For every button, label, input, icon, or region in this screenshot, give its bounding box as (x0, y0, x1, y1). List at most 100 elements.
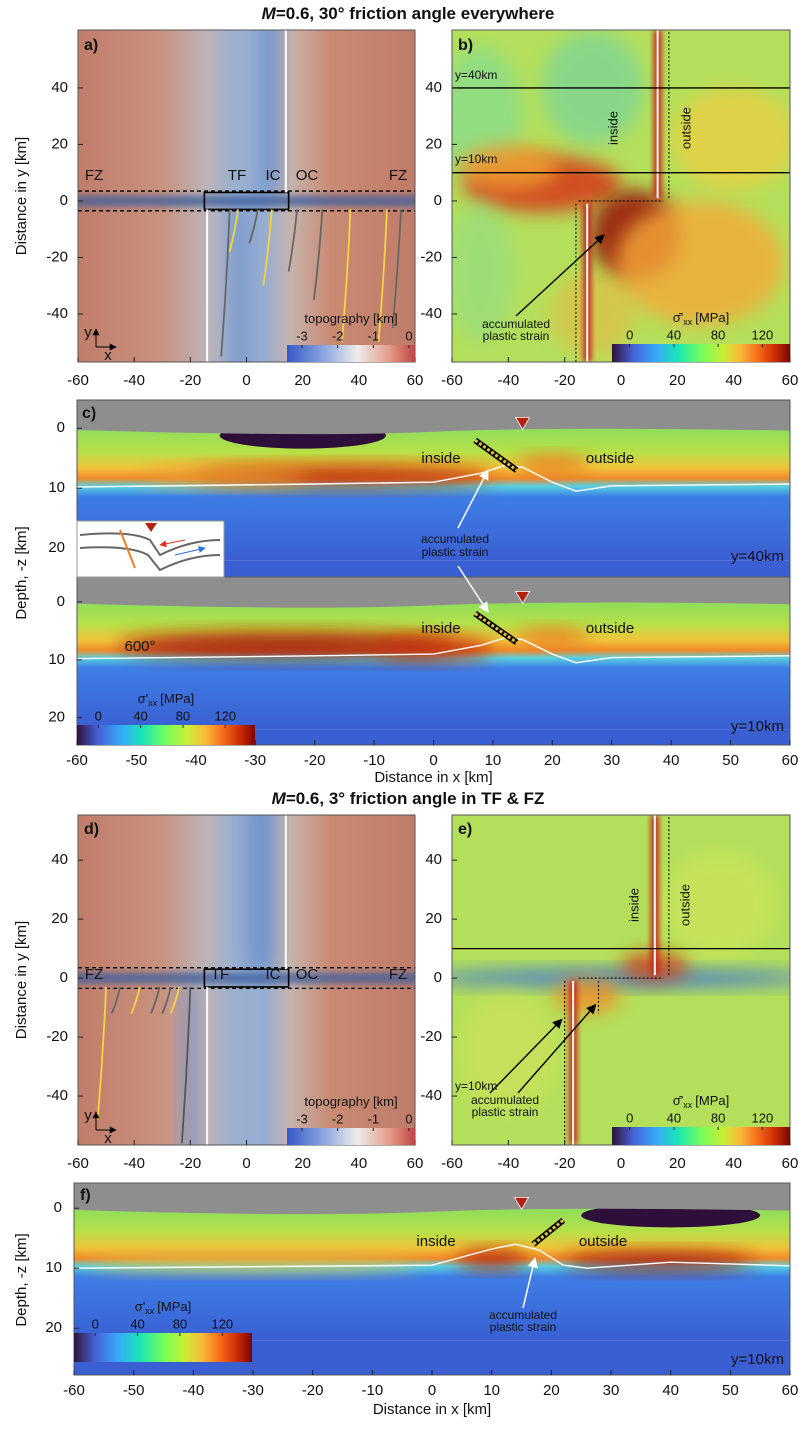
x-tick-label: -10 (361, 1382, 383, 1399)
isotherm (74, 1243, 790, 1269)
y-tick-label: 20 (425, 910, 442, 927)
x-tick-label: -60 (441, 1155, 463, 1172)
colorbar-label: topography [km] (304, 1094, 397, 1109)
y-axis-label: Depth, -z [km] (13, 1233, 30, 1326)
inset-fault (119, 529, 136, 569)
colorbar-tick-label: 40 (130, 1316, 144, 1331)
x-tick-label: -40 (123, 1155, 145, 1172)
stress-field (77, 601, 790, 730)
seafloor-gap (77, 400, 790, 435)
y-tick-label: 40 (51, 79, 68, 96)
colorbar (612, 1127, 790, 1145)
fault-trace (341, 209, 352, 343)
x-tick-label: -40 (182, 1382, 204, 1399)
trough (229, 209, 250, 362)
colorbar-label: σ̄'xx [MPa] (673, 310, 729, 327)
y-tick-label: -20 (420, 248, 442, 265)
colorbar-tick-label: 0 (92, 1316, 99, 1331)
x-axis-label: Distance in x [km] (373, 1401, 491, 1418)
annotation: plastic strain (483, 329, 550, 343)
y-tick-label: -40 (46, 1087, 68, 1104)
annotation: inside (421, 450, 460, 467)
stress-blob (550, 271, 636, 357)
y-tick-label: 20 (51, 135, 68, 152)
annotation: inside (416, 1233, 455, 1250)
y-tick-label: -40 (46, 305, 68, 322)
y-axis-label: Depth, -z [km] (13, 526, 30, 619)
x-tick-label: -50 (123, 1382, 145, 1399)
x-tick-label: 20 (669, 1155, 686, 1172)
colorbar-tick-label: 0 (626, 327, 633, 342)
x-tick-label: 0 (242, 372, 250, 389)
fault-trace (150, 986, 161, 1014)
x-tick-label: 30 (603, 752, 620, 769)
x-tick-label: 10 (483, 1382, 500, 1399)
axis-glyph: x (104, 1130, 112, 1147)
x-tick-label: -40 (497, 372, 519, 389)
x-tick-label: -40 (123, 372, 145, 389)
annotation: inside (421, 620, 460, 637)
colorbar-label: σ'xx [MPa] (138, 691, 194, 708)
annotation: 600° (124, 638, 155, 655)
fault-trace (313, 209, 324, 300)
heatmap (78, 815, 415, 1145)
colorbar-label-text: σ' (138, 691, 149, 706)
annotation: plastic strain (490, 1320, 557, 1334)
colorbar-tick-label: 0 (405, 328, 412, 343)
fault-trace (391, 209, 402, 329)
colorbar-tick-label: 40 (133, 708, 147, 723)
x-tick-label: -20 (179, 372, 201, 389)
stress-field (74, 1208, 790, 1341)
annotation: FZ (389, 167, 407, 184)
x-tick-label: -20 (304, 752, 326, 769)
annotation: FZ (389, 966, 407, 983)
plastic-strain (474, 612, 518, 644)
title-italic: M (272, 789, 287, 808)
x-tick-label: 20 (544, 752, 561, 769)
title-text: =0.6, 30° friction angle everywhere (276, 4, 554, 23)
colorbar-label-sub: xx (148, 698, 158, 708)
x-tick-label: 50 (722, 1382, 739, 1399)
x-tick-label: 60 (782, 752, 798, 769)
stress-blob (457, 992, 560, 1111)
title-text: =0.6, 3° friction angle in TF & FZ (286, 789, 545, 808)
annotation: OC (296, 167, 319, 184)
figure-title: M=0.6, 30° friction angle everywhere (262, 4, 555, 23)
x-tick-label: 0 (242, 1155, 250, 1172)
colorbar-tick-label: 40 (667, 327, 681, 342)
y-tick-label: -40 (420, 1087, 442, 1104)
x-tick-label: 20 (294, 1155, 311, 1172)
y-tick-label: 0 (57, 419, 65, 436)
colorbar-label-text: σ̄' (673, 1093, 684, 1108)
trough (181, 986, 199, 1145)
colorbar-label-text: topography [km] (304, 311, 397, 326)
colorbar-label-unit: [MPa] (157, 1299, 191, 1314)
stress-blob (374, 636, 493, 660)
colorbar-tick-label: 0 (95, 708, 102, 723)
y-tick-label: -20 (420, 1028, 442, 1045)
fault-trace (287, 209, 298, 272)
x-tick-label: 40 (350, 1155, 367, 1172)
x-tick-label: 60 (782, 1382, 798, 1399)
x-tick-label: -60 (67, 1155, 89, 1172)
inset-arrow (159, 539, 186, 548)
x-tick-label: -20 (302, 1382, 324, 1399)
fault-trace (248, 209, 259, 244)
stress-blob (85, 1253, 421, 1272)
x-tick-label: 60 (782, 372, 798, 389)
colorbar-tick-label: -2 (332, 328, 344, 343)
colorbar-label-sub: xx (683, 317, 693, 327)
colorbar-tick-label: -2 (332, 1111, 344, 1126)
ridge-marker (514, 591, 531, 604)
y-tick-label: 20 (51, 910, 68, 927)
x-tick-label: -40 (185, 752, 207, 769)
annotation: outside (678, 107, 693, 149)
colorbar-tick-label: 0 (626, 1110, 633, 1125)
x-tick-label: -20 (554, 372, 576, 389)
colorbar-label: topography [km] (304, 311, 397, 326)
stress-blob (553, 978, 621, 1014)
stress-blob (615, 200, 785, 326)
y-tick-label: 10 (48, 479, 65, 496)
annotation: y=10km (731, 718, 784, 735)
trough (260, 30, 281, 193)
